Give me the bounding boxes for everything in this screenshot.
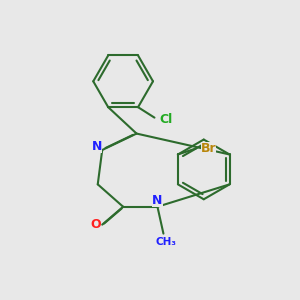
Text: N: N [152,194,163,207]
Text: Br: Br [200,142,216,155]
Text: Cl: Cl [159,112,172,126]
Text: CH₃: CH₃ [156,237,177,247]
Text: N: N [92,140,102,153]
Text: O: O [90,218,101,231]
